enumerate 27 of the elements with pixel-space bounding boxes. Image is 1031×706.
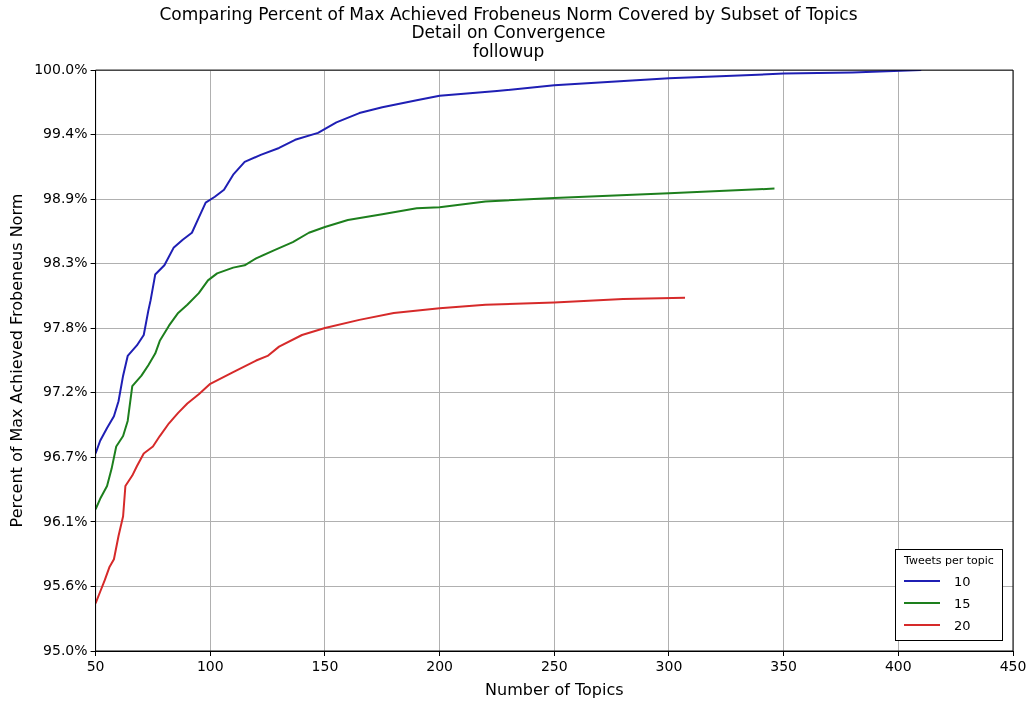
y-tick-label: 96.7% — [43, 448, 88, 464]
x-tick-label: 400 — [884, 658, 912, 675]
x-tick-label: 50 — [86, 658, 105, 675]
x-tick-label: 100 — [196, 658, 224, 675]
y-tick-label: 97.2% — [43, 383, 88, 400]
chart-subtitle: Detail on Convergence followup — [411, 22, 606, 62]
y-tick-label: 99.4% — [43, 125, 88, 142]
y-axis-title: Percent of Max Achieved Frobeneus Norm — [6, 193, 26, 528]
legend-label: 20 — [954, 617, 971, 633]
y-tick-label: 96.1% — [43, 512, 88, 529]
y-tick-label: 97.8% — [43, 318, 88, 335]
x-tick-label: 200 — [426, 658, 453, 675]
x-axis-title: Number of Topics — [485, 679, 624, 699]
y-tick-label: 95.6% — [43, 577, 88, 594]
x-tick-label: 350 — [770, 658, 798, 675]
y-tick-label: 98.3% — [43, 254, 88, 271]
legend-label: 10 — [954, 573, 971, 589]
chart-title: Comparing Percent of Max Achieved Frobeneus Norm Covered by Subset of Topics — [159, 3, 858, 24]
legend-label: 15 — [954, 595, 971, 611]
x-tick-label: 300 — [655, 658, 683, 675]
x-tick-label: 150 — [311, 658, 339, 675]
y-tick-label: 100.0% — [34, 60, 88, 77]
y-tick-label: 98.9% — [43, 189, 88, 206]
x-tick-label: 250 — [540, 658, 568, 675]
y-tick-label: 95.0% — [43, 641, 88, 658]
x-tick-label: 450 — [999, 658, 1027, 675]
legend-title: Tweets per topic — [904, 554, 994, 567]
